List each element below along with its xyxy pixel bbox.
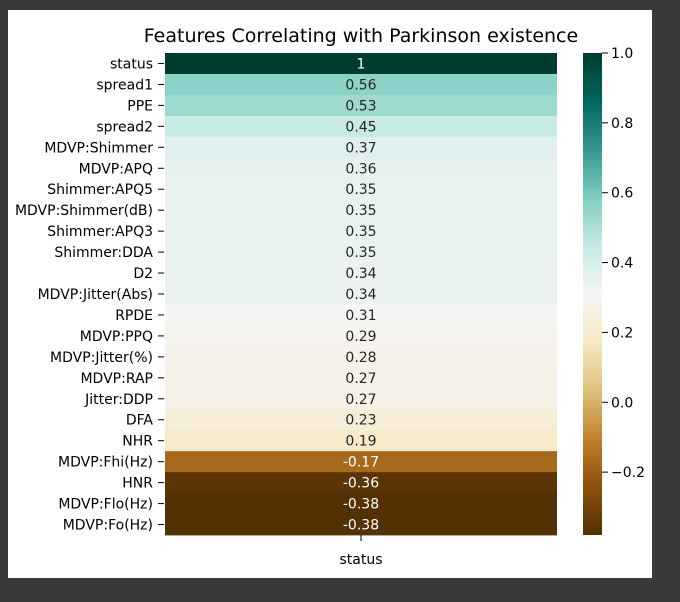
y-tick-label: HNR [122,476,153,492]
cell-value-label: 0.56 [345,77,376,93]
colorbar-tick-label: 1.0 [611,46,633,62]
heatmap-cell [165,409,557,431]
heatmap-cell [165,472,557,494]
heatmap-chart: Features Correlating with Parkinson exis… [15,25,645,568]
colorbar-tick-label: 0.2 [611,325,633,341]
y-tick-label: spread1 [96,77,153,93]
cell-value-label: 0.19 [345,434,376,450]
heatmap-cell [165,388,557,410]
cell-value-label: 0.27 [345,371,376,387]
cell-value-label: 0.37 [345,140,376,156]
heatmap-cell [165,262,557,284]
heatmap-cell [165,94,557,117]
heatmap-cell [165,514,557,536]
heatmap-cell [165,199,557,222]
colorbar: 1.0 0.8 0.6 0.4 0.2 0.0 −0.2 [583,46,645,535]
y-tick-label: spread2 [96,119,153,135]
cell-value-label: 1 [357,56,366,72]
y-tick-label: MDVP:Fhi(Hz) [58,455,153,471]
y-tick-label: Shimmer:DDA [54,245,153,261]
cell-value-label: 0.35 [345,203,376,219]
y-tick-label: Shimmer:APQ5 [47,182,153,198]
colorbar-tick-label: 0.6 [611,186,633,202]
cell-value-label: 0.27 [345,392,376,408]
y-tick-label: MDVP:Jitter(Abs) [38,287,153,303]
heatmap-cell [165,430,557,452]
cell-value-label: 0.34 [345,287,376,303]
y-tick-label: MDVP:Shimmer(dB) [15,203,153,219]
heatmap-cell [165,73,557,96]
colorbar-tick-label: 0.8 [611,116,633,132]
y-tick-label: MDVP:Fo(Hz) [63,518,153,534]
heatmap-cell [165,178,557,201]
cell-value-label: 0.35 [345,182,376,198]
y-tick-label: MDVP:Flo(Hz) [58,497,153,513]
cell-value-label: 0.23 [345,413,376,429]
heatmap-cell [165,136,557,159]
cell-value-label: 0.53 [345,98,376,114]
y-tick-label: Shimmer:APQ3 [47,224,153,240]
heatmap-cell [165,283,557,305]
heatmap-cell [165,451,557,473]
colorbar-gradient [583,53,602,535]
cell-value-label: -0.17 [343,455,379,471]
heatmap-cell [165,346,557,368]
colorbar-tick-label: 0.0 [611,395,633,411]
chart-title: Features Correlating with Parkinson exis… [144,25,578,47]
heatmap-cell [165,157,557,180]
y-tick-label: MDVP:PPQ [80,329,153,345]
cell-value-label: 0.45 [345,119,376,135]
heatmap-cell [165,241,557,263]
colorbar-tick-label: 0.4 [611,256,633,272]
y-tick-label: RPDE [115,308,153,324]
cell-value-label: 0.29 [345,329,376,345]
y-tick-label: MDVP:APQ [79,161,153,177]
cell-value-label: -0.36 [343,476,379,492]
cell-value-label: 0.28 [345,350,376,366]
cell-value-label: -0.38 [343,518,379,534]
y-tick-label: MDVP:Shimmer [44,140,153,156]
y-tick-label: PPE [127,98,153,114]
colorbar-tick-label: −0.2 [611,465,645,481]
heatmap-rows: 1 status 0.56 spread1 0.53 PPE 0.45 spread2 0.37… [15,53,557,536]
heatmap-cell [165,220,557,243]
y-tick-label: status [110,56,153,72]
y-tick-label: NHR [122,434,153,450]
cell-value-label: 0.34 [345,266,376,282]
heatmap-cell [165,367,557,389]
cell-value-label: 0.35 [345,245,376,261]
y-tick-label: DFA [126,413,154,429]
cell-value-label: -0.38 [343,497,379,513]
heatmap-cell [165,115,557,138]
heatmap-cell [165,325,557,347]
y-tick-label: Jitter:DDP [84,392,153,408]
x-tick-label: status [339,552,382,568]
heatmap-cell [165,304,557,326]
y-tick-label: MDVP:Jitter(%) [50,350,153,366]
cell-value-label: 0.36 [345,161,376,177]
y-tick-label: MDVP:RAP [80,371,153,387]
cell-value-label: 0.31 [345,308,376,324]
heatmap-cell [165,493,557,515]
y-tick-label: D2 [133,266,153,282]
chart-panel: Features Correlating with Parkinson exis… [8,10,652,578]
cell-value-label: 0.35 [345,224,376,240]
heatmap-cell [165,53,557,75]
